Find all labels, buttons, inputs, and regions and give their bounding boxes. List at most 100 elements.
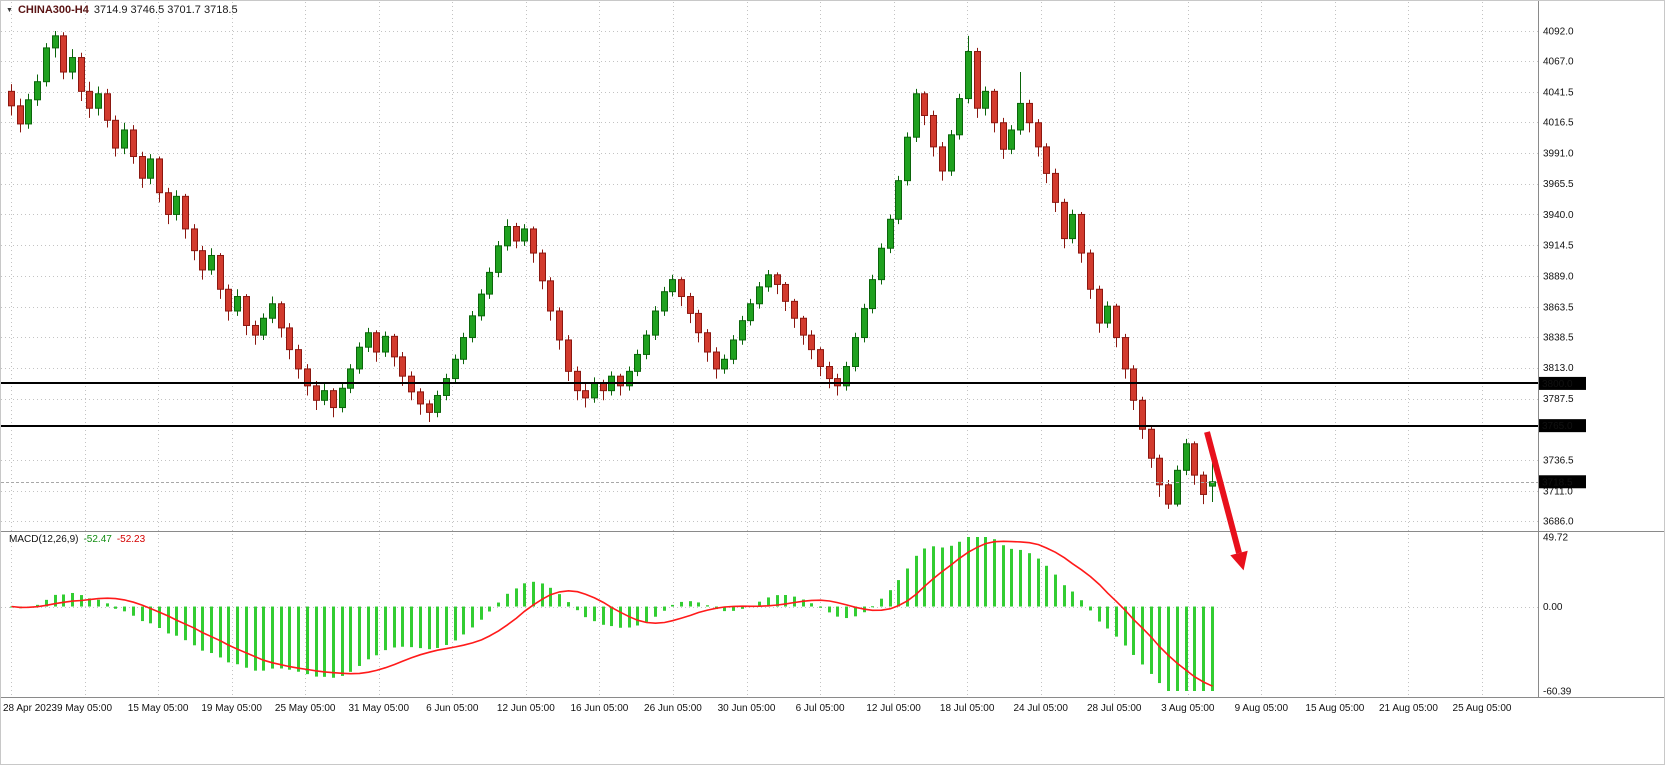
candle-bullish <box>521 228 528 242</box>
macd-histogram-bar <box>584 606 587 618</box>
candle-bullish <box>852 337 859 368</box>
macd-histogram-bar <box>880 598 883 607</box>
macd-histogram-bar <box>288 606 291 670</box>
macd-histogram-bar <box>1132 606 1135 655</box>
candle-bearish <box>808 334 815 351</box>
level-price-tag[interactable] <box>1539 419 1586 433</box>
candle-bearish <box>86 90 93 109</box>
macd-histogram-bar <box>1080 600 1083 607</box>
macd-histogram-bar <box>810 603 813 607</box>
candle-bullish <box>739 320 746 341</box>
candle-bullish <box>34 81 41 101</box>
macd-histogram-bar <box>671 604 674 607</box>
macd-histogram-bar <box>689 601 692 607</box>
candle-bullish <box>43 47 50 83</box>
last-price-tag[interactable] <box>1539 475 1586 489</box>
macd-histogram-bar <box>889 590 892 607</box>
macd-histogram-bar <box>1063 585 1066 607</box>
candle-bearish <box>104 93 111 121</box>
candle-bearish <box>565 339 572 372</box>
macd-histogram-bar <box>854 606 857 617</box>
candle-bearish <box>391 335 398 358</box>
macd-histogram-bar <box>254 606 257 671</box>
macd-histogram-bar <box>732 606 735 611</box>
macd-histogram-bar <box>1089 606 1092 611</box>
macd-histogram-bar <box>532 581 535 607</box>
macd-histogram-bar <box>784 595 787 607</box>
macd-histogram-bar <box>1115 606 1118 637</box>
macd-histogram-bar <box>341 606 344 676</box>
price-tick-label: 3711.0 <box>1543 486 1573 497</box>
price-tick-label: 3813.0 <box>1543 363 1574 374</box>
macd-histogram-bar <box>315 606 318 677</box>
candle-bearish <box>295 349 302 370</box>
macd-histogram-bar <box>845 606 848 619</box>
macd-histogram-bar <box>723 606 726 612</box>
level-price-tag[interactable] <box>1539 376 1586 390</box>
candle-bearish <box>1130 368 1137 401</box>
candle-bullish <box>878 247 885 281</box>
macd-histogram-bar <box>523 583 526 607</box>
candle-bullish <box>365 332 372 348</box>
candle-bearish <box>547 280 554 312</box>
macd-histogram-bar <box>663 606 666 611</box>
macd-histogram-bar <box>1202 606 1205 691</box>
candle-bearish <box>1078 213 1085 254</box>
macd-histogram-bar <box>497 602 500 607</box>
candle-bearish <box>617 375 624 387</box>
candle-bearish <box>817 349 824 368</box>
macd-histogram-bar <box>175 606 178 636</box>
candle-bearish <box>1200 474 1207 495</box>
macd-value: -52.47 <box>83 534 112 545</box>
macd-histogram-bar <box>358 606 361 666</box>
date-label: 6 Jun 05:00 <box>426 703 479 714</box>
macd-scale-label: 49.72 <box>1543 533 1568 544</box>
price-axis[interactable]: 4092.0 4067.0 4041.5 4016.5 3991.0 3965.5 3940… <box>1539 27 1586 698</box>
date-label: 25 May 05:00 <box>275 703 336 714</box>
candle-bearish <box>417 391 424 405</box>
macd-histogram-bar <box>802 599 805 607</box>
candle-bullish <box>765 274 772 288</box>
date-label: 28 Jul 05:00 <box>1087 703 1142 714</box>
candle-bearish <box>252 324 259 336</box>
macd-histogram-bar <box>1150 606 1153 674</box>
macd-histogram-bar <box>1071 591 1074 607</box>
macd-histogram-bar <box>158 606 161 629</box>
trend-arrow-annotation[interactable] <box>1204 431 1248 571</box>
candle-bearish <box>1165 484 1172 505</box>
candle-bullish <box>269 303 276 319</box>
macd-name: MACD(12,26,9) <box>9 534 79 545</box>
candle-bullish <box>452 358 459 380</box>
macd-histogram-bar <box>1002 545 1005 607</box>
macd-histogram-bar <box>645 606 648 622</box>
macd-histogram-bar <box>201 606 204 651</box>
macd-histogram-bar <box>97 599 100 607</box>
price-tick-label: 4067.0 <box>1543 57 1574 68</box>
candle-bullish <box>1209 481 1216 487</box>
macd-histogram-bar <box>758 601 761 607</box>
macd-histogram-bar <box>1045 565 1048 607</box>
macd-histogram-bar <box>401 606 404 647</box>
candle-bullish <box>478 293 485 317</box>
macd-histogram-bar <box>45 599 48 607</box>
candle-bearish <box>791 300 798 319</box>
candle-bearish <box>1122 337 1129 370</box>
gridlines <box>1 2 1538 697</box>
candle-bearish <box>1148 428 1155 459</box>
macd-histogram-bar <box>654 606 657 617</box>
candle-bullish <box>1183 443 1190 471</box>
macd-histogram-bar <box>36 604 39 607</box>
date-label: 15 Aug 05:00 <box>1305 703 1364 714</box>
price-tick-label: 3889.0 <box>1543 272 1574 283</box>
arrow-shaft <box>1204 431 1242 554</box>
macd-histogram-bar <box>419 606 422 649</box>
macd-histogram-bar <box>306 606 309 675</box>
price-tag-label: 3765.0 <box>1542 421 1573 432</box>
macd-histogram-bar <box>619 606 622 628</box>
symbol-triangle-icon[interactable]: ▼ <box>6 6 13 14</box>
candle-bullish <box>208 254 215 271</box>
macd-histogram-bar <box>828 606 831 613</box>
macd-histogram-bar <box>1158 606 1161 684</box>
time-axis[interactable]: 28 Apr 2023 9 May 05:00 15 May 05:00 19 May… <box>3 703 1512 714</box>
